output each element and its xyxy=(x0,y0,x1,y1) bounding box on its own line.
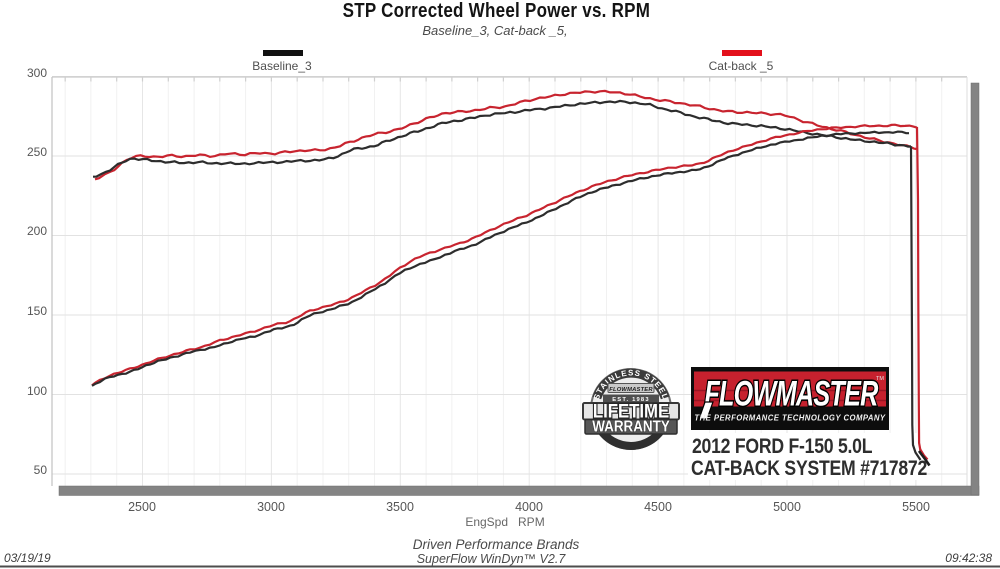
svg-text:LIFETIME: LIFETIME xyxy=(593,400,669,421)
svg-text:THE PERFORMANCE TECHNOLOGY COM: THE PERFORMANCE TECHNOLOGY COMPANY xyxy=(694,413,886,422)
svg-text:FLOWMASTER: FLOWMASTER xyxy=(609,387,653,393)
svg-text:WARRANTY: WARRANTY xyxy=(592,419,670,436)
svg-text:TM: TM xyxy=(876,376,884,382)
svg-text:FLOWMASTER: FLOWMASTER xyxy=(704,375,878,414)
svg-text:EST. 1983: EST. 1983 xyxy=(612,397,650,403)
